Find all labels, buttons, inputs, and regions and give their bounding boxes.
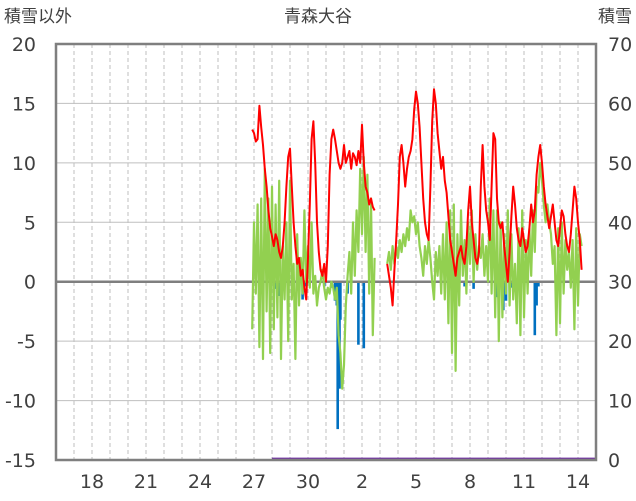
x-tick-label: 18 xyxy=(80,471,104,493)
line-series xyxy=(251,88,583,390)
x-tick-label: 14 xyxy=(566,471,590,493)
x-tick-label: 30 xyxy=(296,471,320,493)
right-tick-label: 30 xyxy=(608,272,632,294)
bar-precip_bar xyxy=(463,281,466,287)
left-tick-label: -10 xyxy=(5,391,36,413)
left-axis-ticks: 20 15 10 5 0 -5 -10 -15 xyxy=(5,34,36,472)
bar-precip_bar xyxy=(472,281,475,289)
bar-precip_bar xyxy=(333,281,337,301)
right-axis-ticks: 70 60 50 40 30 20 10 0 xyxy=(608,34,632,472)
x-tick-label: 21 xyxy=(134,471,158,493)
bar-precip_bar xyxy=(537,281,540,287)
right-axis-label: 積雪 xyxy=(598,7,632,27)
left-tick-label: 15 xyxy=(12,93,36,115)
left-tick-label: -15 xyxy=(5,450,36,472)
right-tick-label: 60 xyxy=(608,93,632,115)
x-tick-label: 27 xyxy=(242,471,266,493)
left-tick-label: 5 xyxy=(24,212,36,234)
x-tick-label: 11 xyxy=(512,471,536,493)
right-tick-label: 40 xyxy=(608,212,632,234)
series-line-temperature xyxy=(251,88,583,307)
x-tick-label: 5 xyxy=(410,471,422,493)
bar-precip_bar xyxy=(535,281,538,306)
bar-precip_bar xyxy=(510,281,513,288)
bar-precip_bar xyxy=(274,281,277,289)
left-tick-label: -5 xyxy=(17,331,36,353)
right-tick-label: 20 xyxy=(608,331,632,353)
bar-precip_bar xyxy=(339,281,342,320)
x-tick-label: 2 xyxy=(356,471,368,493)
left-tick-label: 20 xyxy=(12,34,36,56)
bar-precip_bar xyxy=(533,281,537,336)
x-axis-ticks: 18 21 24 27 30 2 5 8 11 14 xyxy=(80,471,590,493)
right-tick-label: 0 xyxy=(608,450,620,472)
x-tick-label: 8 xyxy=(464,471,476,493)
right-tick-label: 10 xyxy=(608,391,632,413)
right-tick-label: 50 xyxy=(608,153,632,175)
bar-precip_bar xyxy=(357,281,360,345)
left-tick-label: 0 xyxy=(24,272,36,294)
plot-frame xyxy=(54,42,598,462)
x-tick-label: 24 xyxy=(188,471,212,493)
chart-title: 青森大谷 xyxy=(284,7,352,27)
bar-precip_bar xyxy=(362,281,366,349)
horizontal-gridlines xyxy=(56,102,596,402)
left-axis-label: 積雪以外 xyxy=(4,7,72,27)
right-tick-label: 70 xyxy=(608,34,632,56)
vertical-gridlines xyxy=(73,44,579,460)
bar-series xyxy=(272,281,596,460)
left-tick-label: 10 xyxy=(12,153,36,175)
